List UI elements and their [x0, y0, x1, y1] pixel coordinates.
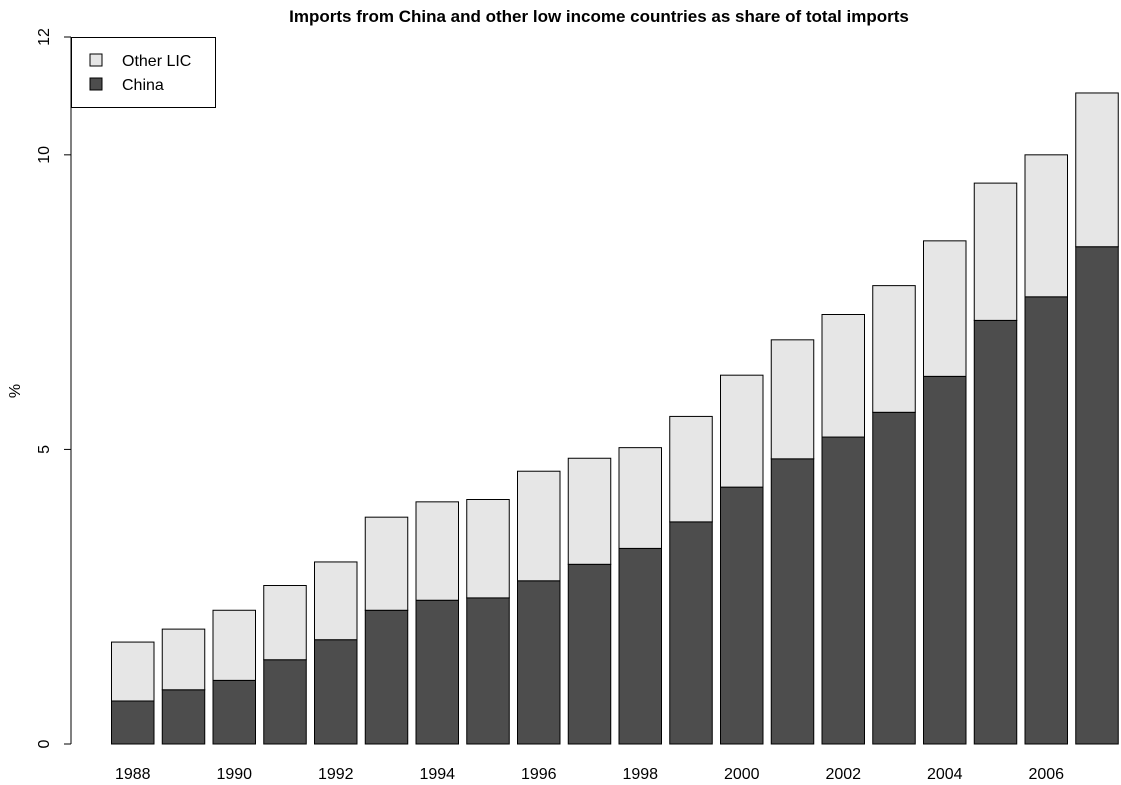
bar-1995-china [466, 597, 510, 745]
bar-1989-china [161, 689, 206, 745]
bar-2006-china [1024, 296, 1068, 745]
legend-label: China [122, 77, 164, 94]
x-tick-label: 2002 [825, 766, 861, 783]
bar-1992-other-lic [314, 561, 358, 641]
bar-2000-china [720, 486, 764, 745]
chart-title: Imports from China and other low income … [289, 7, 909, 26]
y-tick-label: 0 [36, 739, 53, 748]
bar-2003-china [872, 411, 916, 745]
bar-2000-other-lic [720, 374, 764, 488]
bar-1999-china [669, 521, 713, 745]
x-tick-label: 1992 [318, 766, 354, 783]
bar-2004-other-lic [923, 240, 967, 377]
legend-swatch [89, 77, 103, 91]
bar-1995-other-lic [466, 499, 510, 599]
bar-1988-other-lic [111, 641, 155, 702]
bar-2001-other-lic [770, 339, 815, 460]
bar-1992-china [314, 639, 358, 745]
bars [111, 92, 1119, 745]
bar-1997-china [567, 563, 612, 745]
bar-1997-other-lic [567, 457, 612, 565]
bar-1996-other-lic [517, 470, 561, 582]
x-tick-label: 2000 [724, 766, 760, 783]
bar-2002-other-lic [821, 314, 865, 438]
bar-1988-china [111, 700, 155, 745]
y-axis: 0 5 10 12 [36, 28, 72, 748]
x-tick-label: 1998 [622, 766, 658, 783]
x-tick-label: 2004 [927, 766, 963, 783]
bar-1990-other-lic [212, 609, 256, 681]
x-tick-label: 1990 [216, 766, 252, 783]
bar-1994-china [415, 599, 459, 745]
bar-1996-china [517, 580, 561, 745]
bar-1993-china [364, 609, 409, 745]
y-tick-label: 10 [36, 146, 53, 164]
bar-2003-other-lic [872, 285, 916, 413]
x-tick-label: 2006 [1028, 766, 1064, 783]
bar-2007-other-lic [1075, 92, 1119, 248]
y-tick-label: 12 [36, 28, 53, 46]
bar-1990-china [212, 679, 256, 745]
bar-2006-other-lic [1024, 154, 1068, 298]
legend-label: Other LIC [122, 53, 191, 70]
y-axis-label: % [7, 384, 24, 398]
legend: Other LIC China [71, 37, 216, 108]
bar-2004-china [923, 375, 967, 745]
x-tick-label: 1994 [419, 766, 455, 783]
legend-box [71, 37, 216, 108]
bar-2002-china [821, 436, 865, 745]
bar-2007-china [1075, 246, 1119, 745]
bar-1989-other-lic [161, 628, 206, 691]
bar-1993-other-lic [364, 516, 409, 611]
bar-1991-china [263, 659, 307, 745]
bar-1998-other-lic [618, 447, 662, 549]
y-tick-label: 5 [36, 445, 53, 454]
bar-2005-china [973, 319, 1018, 745]
x-tick-label: 1996 [521, 766, 557, 783]
bar-1991-other-lic [263, 585, 307, 661]
bar-2005-other-lic [973, 182, 1018, 321]
bar-1999-other-lic [669, 415, 713, 523]
x-tick-label: 1988 [115, 766, 151, 783]
legend-swatch [89, 53, 103, 67]
bar-2001-china [770, 458, 815, 745]
x-axis: 1988 1990 1992 1994 1996 1998 2000 2002 2004 2006 [115, 766, 1064, 783]
bar-1994-other-lic [415, 501, 459, 601]
bar-1998-china [618, 547, 662, 745]
